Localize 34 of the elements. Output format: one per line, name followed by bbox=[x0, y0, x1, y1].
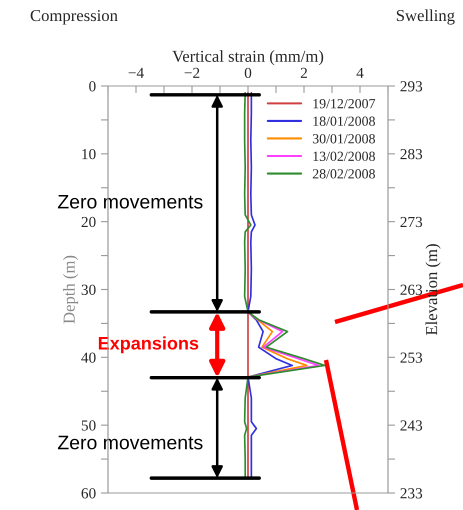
y-tick-label: 50 bbox=[82, 420, 96, 431]
y2-tick-label: 233 bbox=[400, 488, 422, 498]
y2-tick-label: 243 bbox=[400, 420, 422, 431]
y2-tick-label: 293 bbox=[400, 81, 422, 92]
annotation: Zero movements bbox=[58, 436, 203, 450]
x-tick-label: −4 bbox=[128, 68, 144, 78]
y-tick-label: 20 bbox=[82, 216, 96, 228]
y-tick-label: 30 bbox=[82, 284, 96, 295]
x-tick-label: 2 bbox=[300, 68, 307, 78]
x-tick-label: 0 bbox=[244, 68, 252, 78]
y2-tick-label: 273 bbox=[400, 216, 422, 228]
y-tick-label: 0 bbox=[89, 81, 96, 92]
line-series bbox=[247, 92, 294, 479]
legend-label: 28/02/2008 bbox=[312, 169, 375, 179]
y-tick-label: 40 bbox=[81, 352, 96, 363]
y-axis-title: Depth (m) bbox=[63, 256, 78, 324]
y2-axis-title: Elevation (m) bbox=[426, 244, 441, 336]
line-series bbox=[247, 311, 320, 378]
annotation: Zero movements bbox=[58, 195, 203, 209]
legend-label: 30/01/2008 bbox=[312, 134, 375, 144]
legend-label: 19/12/2007 bbox=[313, 98, 376, 108]
text: Compression bbox=[30, 10, 118, 25]
legend-label: 18/01/2008 bbox=[313, 116, 375, 126]
text: Swelling bbox=[396, 9, 455, 25]
y-tick-label: 10 bbox=[82, 148, 96, 160]
y2-tick-label: 283 bbox=[400, 148, 422, 160]
annotation: Expansions bbox=[98, 336, 198, 354]
legend-label: 13/02/2008 bbox=[313, 152, 375, 161]
x-tick-label: 4 bbox=[356, 68, 364, 78]
y2-tick-label: 253 bbox=[400, 352, 422, 363]
x-axis-title: Vertical strain (mm/m) bbox=[172, 50, 324, 66]
y2-tick-label: 263 bbox=[400, 284, 422, 295]
x-tick-label: −2 bbox=[184, 68, 200, 78]
y-tick-label: 60 bbox=[82, 488, 96, 498]
